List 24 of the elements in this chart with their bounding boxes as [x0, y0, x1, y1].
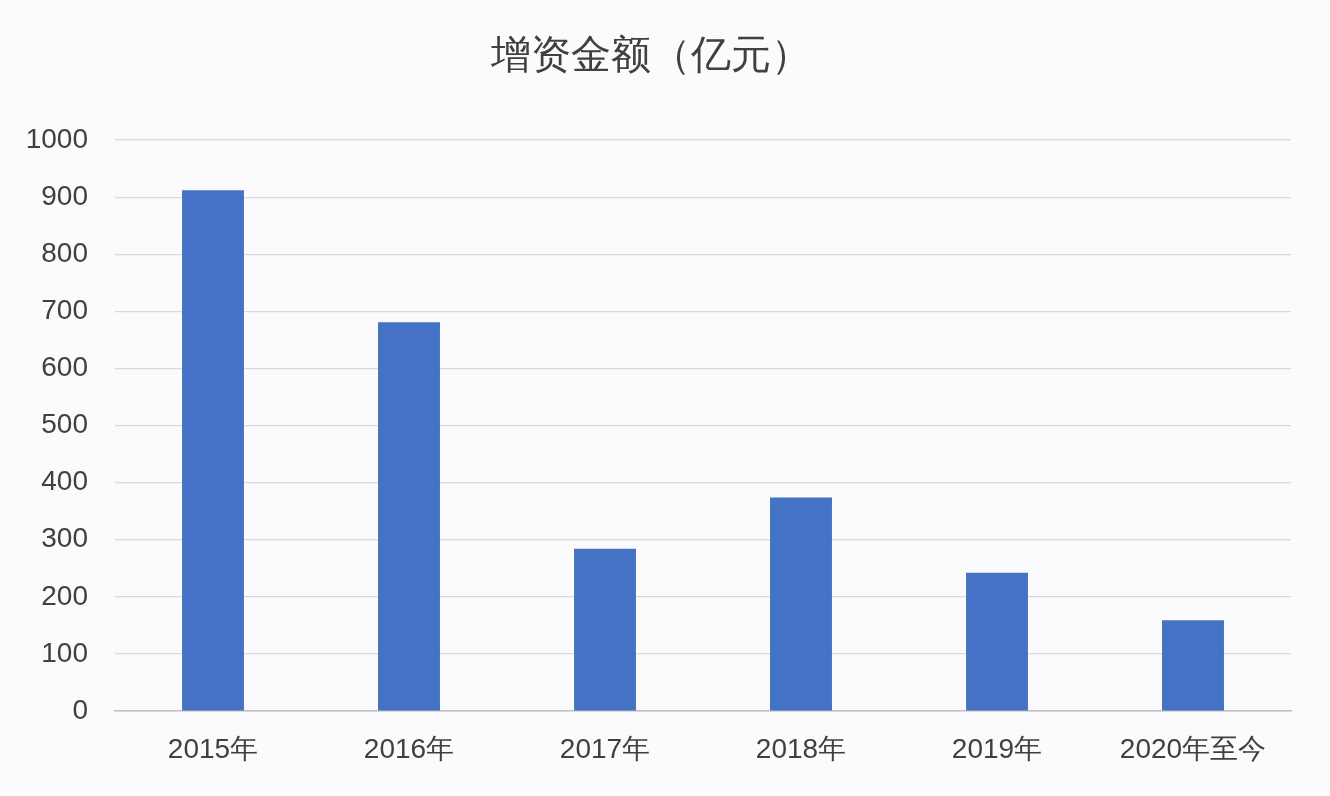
- x-tick-label: 2019年: [951, 732, 1043, 764]
- chart-title: 增资金额（亿元）: [489, 32, 811, 77]
- x-tick-label: 2017年: [559, 732, 651, 764]
- y-tick-label: 100: [41, 636, 88, 668]
- y-tick-label: 600: [41, 351, 88, 383]
- x-tick-label: 2016年: [363, 732, 455, 764]
- y-tick-label: 900: [41, 179, 88, 211]
- bar: [770, 497, 832, 711]
- y-tick-label: 500: [41, 408, 88, 440]
- bar: [574, 548, 636, 711]
- y-tick-label: 400: [41, 465, 88, 497]
- bar: [182, 190, 244, 711]
- y-tick-label: 200: [41, 579, 88, 611]
- bar: [1162, 620, 1224, 711]
- x-tick-label: 2018年: [755, 732, 847, 764]
- y-tick-label: 800: [41, 236, 88, 268]
- x-tick-label: 2020年至今: [1119, 732, 1267, 764]
- y-tick-label: 700: [41, 294, 88, 326]
- y-tick-label: 1000: [25, 122, 88, 154]
- y-tick-label: 300: [41, 522, 88, 554]
- x-tick-label: 2015年: [167, 732, 259, 764]
- y-tick-label: 0: [72, 693, 88, 725]
- bar: [378, 322, 440, 711]
- bar: [966, 572, 1028, 711]
